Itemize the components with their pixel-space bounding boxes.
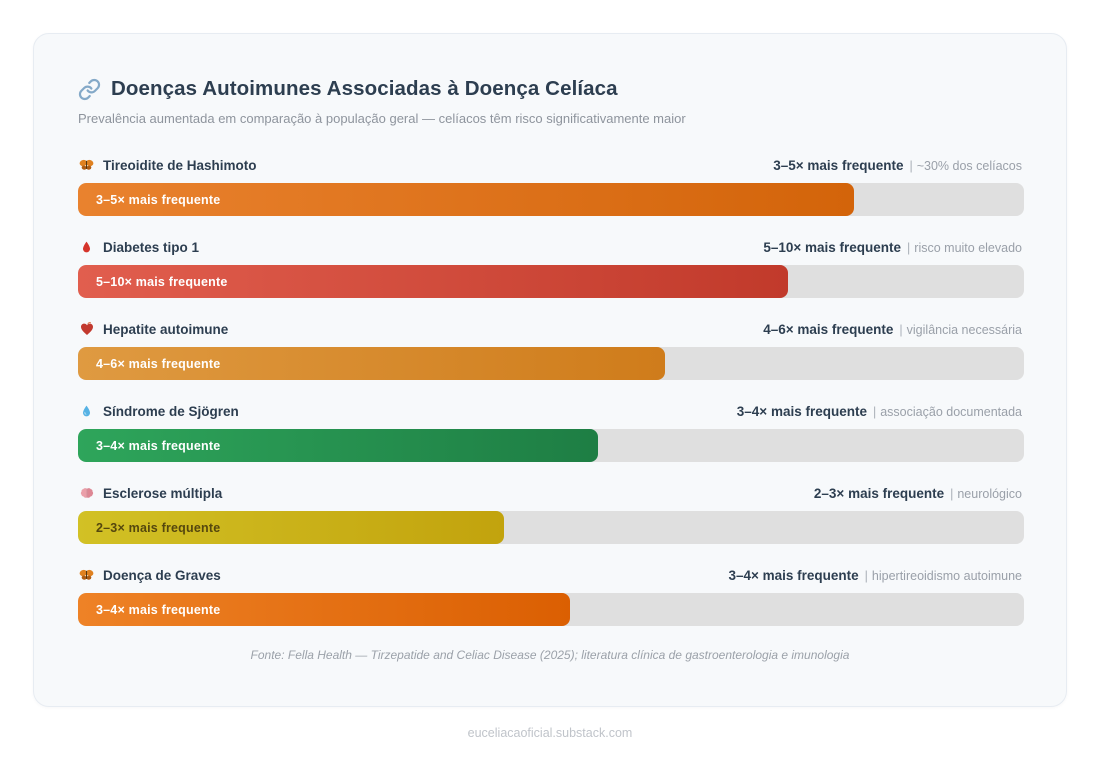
anatomical-heart-icon [78,321,95,337]
meta-separator: | [864,568,868,583]
bar-label: 2–3× mais frequente [96,520,221,535]
meta-separator: | [872,404,877,419]
bar-track: 3–4× mais frequente [78,593,1024,626]
brain-icon [78,486,95,501]
header: Doenças Autoimunes Associadas à Doença C… [78,77,1022,101]
blood-drop-icon [78,239,95,255]
chart-row-hashimoto: Tireoidite de Hashimoto 3–5× mais freque… [78,156,1024,216]
bar-fill: 5–10× mais frequente [78,265,788,298]
meta-separator: | [950,486,954,501]
bar-label: 3–5× mais frequente [96,192,221,207]
frequency-value: 3–4× mais frequente [736,403,867,419]
bar-chart: Tireoidite de Hashimoto 3–5× mais freque… [78,156,1024,626]
meta-separator: | [909,158,913,173]
butterfly-icon [78,157,95,173]
disease-name: Síndrome de Sjögren [103,403,239,419]
frequency-note: ~30% dos celíacos [916,158,1022,173]
bar-label: 4–6× mais frequente [96,356,221,371]
bar-track: 4–6× mais frequente [78,347,1024,380]
bar-track: 3–5× mais frequente [78,183,1024,216]
frequency-value: 4–6× mais frequente [763,321,894,337]
bar-label: 3–4× mais frequente [96,602,221,617]
bar-fill: 3–5× mais frequente [78,183,854,216]
droplet-icon [78,403,95,419]
chart-row-graves: Doença de Graves 3–4× mais frequente | hip… [78,566,1024,626]
frequency-value: 3–5× mais frequente [773,157,904,173]
meta-separator: | [907,240,911,255]
bar-track: 2–3× mais frequente [78,511,1024,544]
bar-fill: 4–6× mais frequente [78,347,665,380]
frequency-note: neurológico [957,486,1022,501]
chart-card: Doenças Autoimunes Associadas à Doença C… [33,33,1067,707]
disease-name: Hepatite autoimune [103,321,229,337]
bar-track: 5–10× mais frequente [78,265,1024,298]
frequency-value: 5–10× mais frequente [763,239,902,255]
butterfly-icon [78,567,95,583]
disease-name: Esclerose múltipla [103,485,223,501]
page-subtitle: Prevalência aumentada em comparação à po… [78,111,686,126]
bar-label: 3–4× mais frequente [96,438,221,453]
frequency-note: vigilância necessária [906,322,1022,337]
chart-row-sjogren: Síndrome de Sjögren 3–4× mais frequente |… [78,402,1024,462]
frequency-value: 3–4× mais frequente [728,567,859,583]
frequency-value: 2–3× mais frequente [813,485,945,501]
bar-fill: 3–4× mais frequente [78,593,570,626]
chart-row-diabetes: Diabetes tipo 1 5–10× mais frequente | ris… [78,238,1024,298]
link-icon [78,78,101,101]
bar-fill: 2–3× mais frequente [78,511,504,544]
bar-label: 5–10× mais frequente [96,274,228,289]
site-url: euceliacaoficial.substack.com [467,726,633,740]
page-title: Doenças Autoimunes Associadas à Doença C… [111,77,618,100]
disease-name: Doença de Graves [103,567,221,583]
frequency-note: hipertireoidismo autoimune [871,568,1022,583]
disease-name: Tireoidite de Hashimoto [103,157,257,173]
bar-track: 3–4× mais frequente [78,429,1024,462]
source-note: Fonte: Fella Health — Tirzepatide and Ce… [250,648,850,662]
frequency-note: associação documentada [880,404,1022,419]
chart-row-esclerose: Esclerose múltipla 2–3× mais frequente | n… [78,484,1024,544]
meta-separator: | [899,322,903,337]
disease-name: Diabetes tipo 1 [103,239,200,255]
bar-fill: 3–4× mais frequente [78,429,599,462]
frequency-note: risco muito elevado [914,240,1022,255]
chart-row-hepatite: Hepatite autoimune 4–6× mais frequente | v… [78,320,1024,380]
